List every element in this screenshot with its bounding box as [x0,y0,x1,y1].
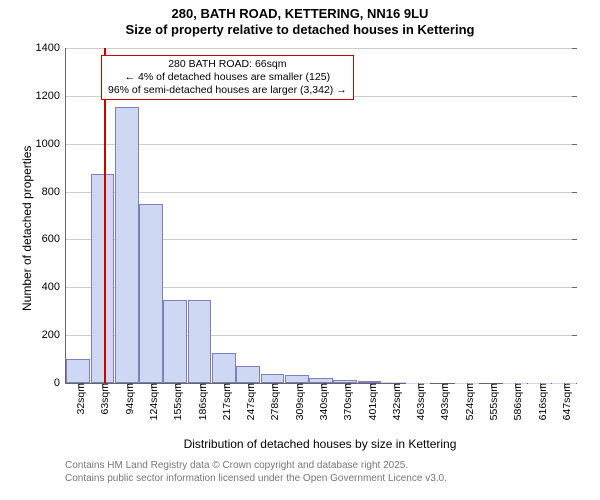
grid-line [66,48,576,49]
ytick-label: 200 [42,329,66,341]
histogram-bar [163,300,187,383]
ytick-mark [572,335,577,336]
footer-line2: Contains public sector information licen… [65,472,447,485]
xtick-label: 401sqm [361,383,379,420]
annotation-box: 280 BATH ROAD: 66sqm← 4% of detached hou… [101,55,354,100]
histogram-bar [66,359,90,383]
xtick-label: 32sqm [69,383,87,415]
xtick-label: 309sqm [288,383,306,420]
xtick-label: 63sqm [93,383,111,415]
histogram-bar [212,353,236,383]
xtick-label: 463sqm [409,383,427,420]
ytick-mark [572,48,577,49]
histogram-bar [285,375,309,383]
xtick-label: 247sqm [239,383,257,420]
ytick-label: 1200 [36,90,66,102]
xtick-label: 94sqm [118,383,136,415]
ytick-label: 800 [42,186,66,198]
histogram-plot: 020040060080010001200140032sqm63sqm94sqm… [65,48,576,384]
xtick-label: 370sqm [336,383,354,420]
xtick-label: 647sqm [555,383,573,420]
xtick-label: 555sqm [482,383,500,420]
attribution-footer: Contains HM Land Registry data © Crown c… [65,459,447,485]
grid-line [66,192,576,193]
annotation-line: ← 4% of detached houses are smaller (125… [108,71,347,84]
xtick-label: 124sqm [142,383,160,420]
ytick-mark [572,239,577,240]
chart-title-line1: 280, BATH ROAD, KETTERING, NN16 9LU [0,0,600,21]
ytick-mark [572,192,577,193]
y-axis-label: Number of detached properties [20,295,34,311]
histogram-bar [115,107,139,383]
xtick-label: 616sqm [531,383,549,420]
grid-line [66,144,576,145]
ytick-label: 1000 [36,138,66,150]
ytick-label: 0 [54,377,66,389]
histogram-bar [139,204,163,383]
xtick-label: 186sqm [191,383,209,420]
ytick-mark [572,287,577,288]
xtick-label: 524sqm [458,383,476,420]
histogram-bar [91,174,115,383]
chart-title-line2: Size of property relative to detached ho… [0,21,600,37]
histogram-bar [236,366,260,383]
annotation-line: 280 BATH ROAD: 66sqm [108,58,347,71]
histogram-bar [261,374,285,383]
ytick-label: 400 [42,281,66,293]
xtick-label: 432sqm [385,383,403,420]
xtick-label: 278sqm [263,383,281,420]
ytick-label: 1400 [36,42,66,54]
ytick-label: 600 [42,233,66,245]
xtick-label: 340sqm [312,383,330,420]
footer-line1: Contains HM Land Registry data © Crown c… [65,459,447,472]
annotation-line: 96% of semi-detached houses are larger (… [108,84,347,97]
xtick-label: 586sqm [506,383,524,420]
histogram-bar [188,300,212,383]
x-axis-label: Distribution of detached houses by size … [65,437,575,451]
xtick-label: 155sqm [166,383,184,420]
ytick-mark [572,144,577,145]
ytick-mark [572,96,577,97]
xtick-label: 217sqm [215,383,233,420]
xtick-label: 493sqm [433,383,451,420]
